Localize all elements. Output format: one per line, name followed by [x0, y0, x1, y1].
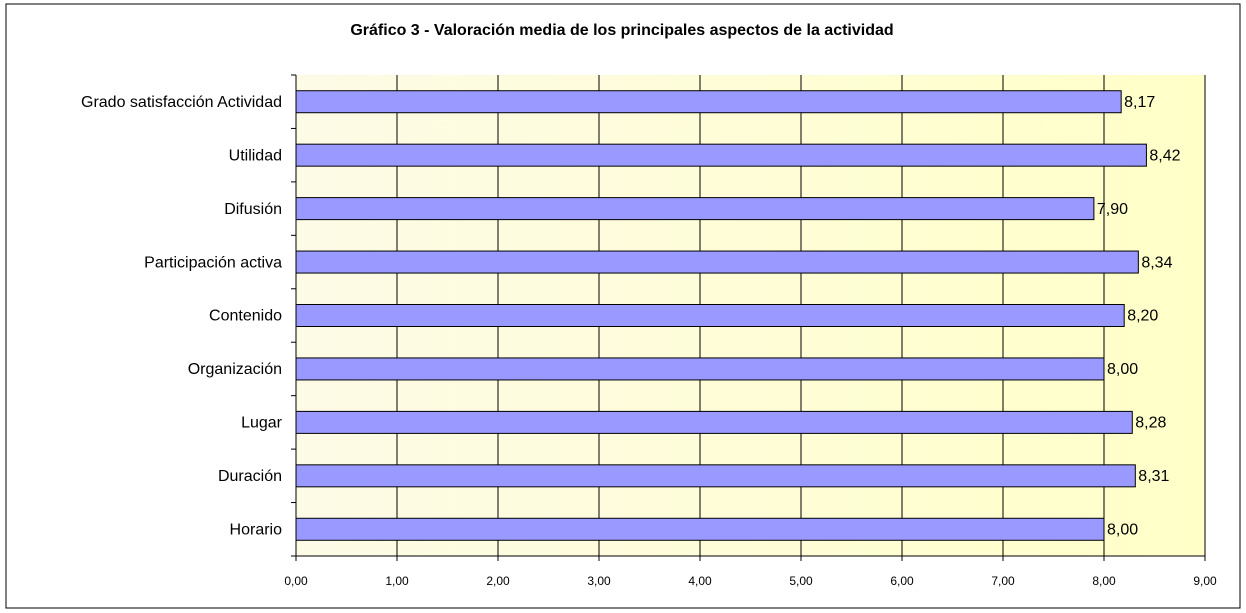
- bar: [295, 464, 1136, 488]
- bar: [295, 357, 1105, 381]
- bar: [295, 410, 1133, 434]
- y-tick-label: Grado satisfacción Actividad: [81, 94, 282, 111]
- bar: [295, 143, 1147, 167]
- value-label: 8,00: [1107, 521, 1138, 538]
- bar: [295, 197, 1095, 221]
- x-tick-label: 5,00: [789, 574, 813, 588]
- x-tick-label: 0,00: [284, 574, 308, 588]
- x-tick-label: 1,00: [385, 574, 409, 588]
- y-tick-label: Duración: [218, 468, 282, 485]
- value-label: 8,28: [1135, 415, 1166, 432]
- bar: [295, 517, 1105, 541]
- value-label: 8,42: [1149, 147, 1180, 164]
- bar: [295, 250, 1139, 274]
- x-tick-label: 7,00: [991, 574, 1015, 588]
- chart-title: Gráfico 3 - Valoración media de los prin…: [350, 22, 893, 39]
- x-tick-label: 8,00: [1092, 574, 1116, 588]
- y-tick-label: Contenido: [209, 308, 282, 325]
- x-tick-label: 2,00: [486, 574, 510, 588]
- x-tick-label: 6,00: [890, 574, 914, 588]
- x-tick-label: 3,00: [587, 574, 611, 588]
- x-tick-label: 4,00: [688, 574, 712, 588]
- value-label: 7,90: [1097, 201, 1128, 218]
- y-tick-label: Organización: [188, 361, 282, 378]
- value-label: 8,00: [1107, 361, 1138, 378]
- y-tick-label: Participación activa: [144, 254, 282, 271]
- bar: [295, 90, 1122, 114]
- y-tick-label: Lugar: [241, 415, 283, 432]
- value-label: 8,34: [1141, 254, 1172, 271]
- bar: [295, 304, 1125, 327]
- y-tick-label: Horario: [230, 521, 283, 538]
- value-label: 8,17: [1124, 94, 1155, 111]
- value-label: 8,31: [1138, 468, 1169, 485]
- x-tick-label: 9,00: [1193, 574, 1217, 588]
- y-tick-label: Difusión: [224, 201, 282, 218]
- y-tick-label: Utilidad: [229, 147, 282, 164]
- value-label: 8,20: [1127, 308, 1158, 325]
